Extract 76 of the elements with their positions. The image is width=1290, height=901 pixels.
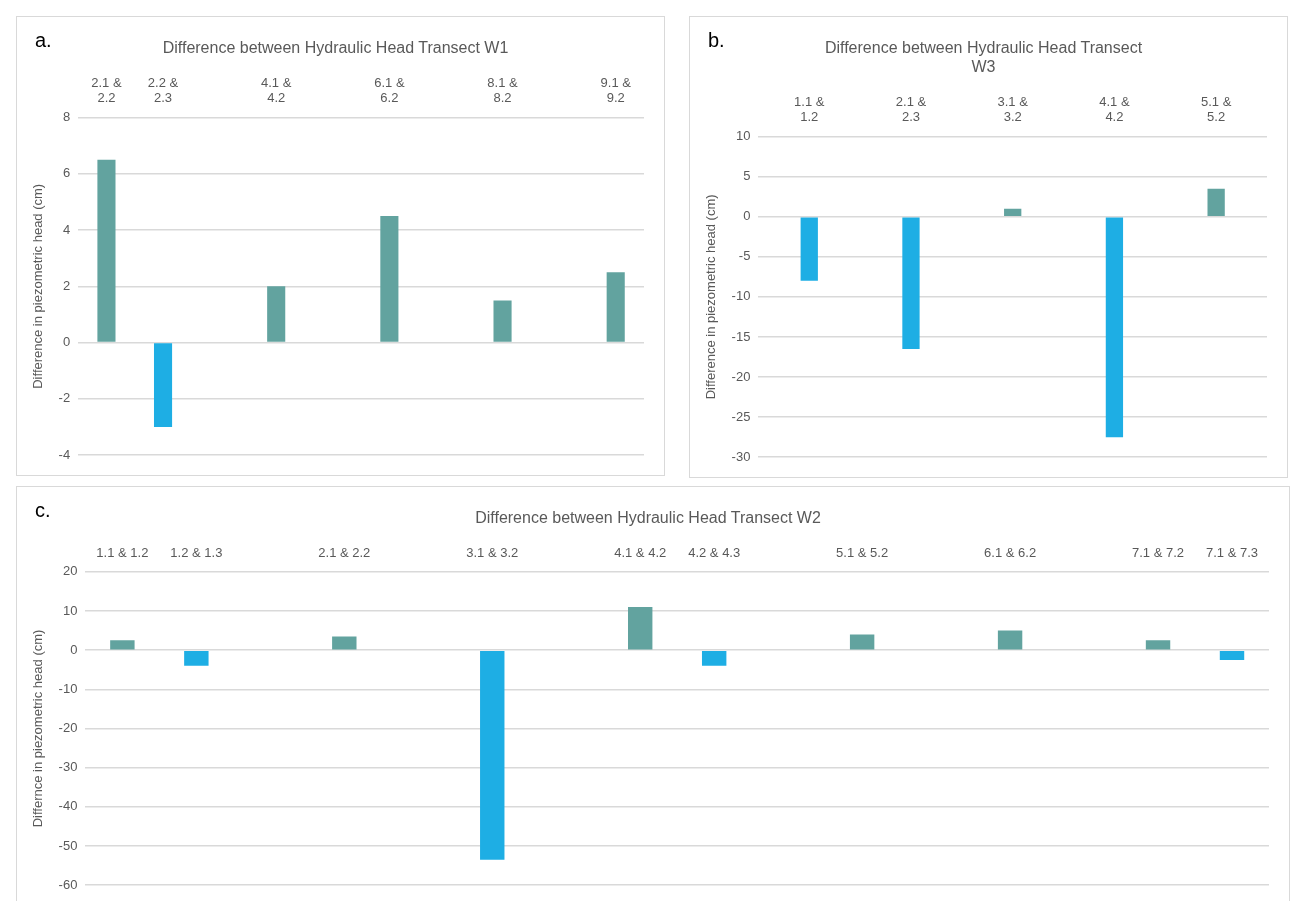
- bar: [1145, 640, 1171, 650]
- y-tick-label: -20: [58, 720, 78, 736]
- bar: [110, 640, 135, 650]
- text: b.: [708, 29, 725, 52]
- x-tick-label: 8.1 & 8.2: [487, 74, 519, 106]
- y-tick-label: 8: [62, 108, 71, 124]
- chart-title: Difference between Hydraulic Head Transect W3: [824, 39, 1143, 76]
- y-tick-label: 0: [70, 641, 78, 657]
- x-tick-label: 6.1 & 6.2: [374, 74, 405, 106]
- bar: [701, 650, 727, 666]
- x-tick-label: 4.2 & 4.3: [688, 544, 741, 560]
- y-tick-label: -15: [731, 328, 751, 344]
- y-tick-label: -20: [731, 368, 751, 384]
- bar: [997, 630, 1023, 650]
- bar: [332, 636, 357, 650]
- bar: [628, 607, 653, 650]
- y-tick-label: -10: [58, 680, 78, 696]
- chart-title: Difference between Hydraulic Head Transect W1: [162, 39, 509, 57]
- bar: [267, 286, 286, 342]
- y-axis-title: Difference in piezometric head (cm): [30, 183, 46, 389]
- x-tick-label: 1.1 & 1.2: [96, 544, 149, 560]
- y-tick-label: -40: [58, 798, 78, 814]
- x-tick-label: 9.1 & 9.2: [600, 74, 632, 106]
- bar: [493, 300, 512, 342]
- x-tick-label: 6.1 & 6.2: [984, 544, 1037, 560]
- bar: [380, 215, 399, 342]
- y-axis-title: Differnce in piezometric head (cm): [30, 629, 46, 828]
- x-tick-label: 4.1 & 4.2: [614, 544, 667, 560]
- y-tick-label: -30: [58, 759, 78, 775]
- x-tick-label: 5.1 & 5.2: [836, 544, 889, 560]
- bar: [1219, 650, 1245, 660]
- y-tick-label: -2: [58, 390, 71, 406]
- bar: [153, 343, 173, 428]
- bar: [480, 650, 505, 860]
- text: a.: [35, 29, 52, 52]
- y-tick-label: 6: [62, 165, 71, 181]
- bar: [849, 634, 875, 650]
- x-tick-label: 3.1 & 3.2: [466, 544, 519, 560]
- bar: [800, 217, 818, 281]
- y-tick-label: 0: [743, 208, 751, 224]
- y-tick-label: -50: [58, 837, 78, 853]
- x-tick-label: 1.2 & 1.3: [170, 544, 223, 560]
- bar: [97, 159, 116, 342]
- y-tick-label: 5: [743, 168, 751, 184]
- bar: [606, 272, 625, 342]
- text: c.: [35, 499, 51, 522]
- y-tick-label: 10: [62, 602, 78, 618]
- bar: [1105, 217, 1124, 438]
- y-tick-label: -5: [738, 248, 751, 264]
- bar: [1207, 188, 1225, 216]
- bar: [184, 650, 209, 666]
- y-tick-label: 2: [62, 277, 71, 293]
- x-tick-label: 7.1 & 7.3: [1205, 544, 1259, 560]
- y-tick-label: 0: [62, 334, 71, 350]
- bar: [902, 217, 920, 349]
- y-tick-label: -30: [731, 448, 751, 464]
- x-tick-label: 2.1 & 2.2: [91, 74, 122, 106]
- x-tick-label: 3.1 & 3.2: [997, 93, 1029, 125]
- y-tick-label: 10: [735, 128, 751, 144]
- x-tick-label: 5.1 & 5.2: [1200, 93, 1232, 125]
- y-tick-label: -4: [58, 446, 71, 462]
- y-axis-title: Difference in piezometric head (cm): [703, 194, 719, 400]
- x-tick-label: 4.1 & 4.2: [1099, 93, 1130, 125]
- x-tick-label: 1.1 & 1.2: [794, 93, 825, 125]
- x-tick-label: 4.1 & 4.2: [261, 74, 292, 106]
- chart-title: Difference between Hydraulic Head Transect W2: [475, 509, 821, 527]
- x-tick-label: 7.1 & 7.2: [1132, 544, 1185, 560]
- y-tick-label: 4: [62, 221, 71, 237]
- y-tick-label: -10: [731, 288, 751, 304]
- x-tick-label: 2.2 & 2.3: [147, 74, 179, 106]
- y-tick-label: -60: [58, 876, 78, 892]
- x-tick-label: 2.1 & 2.2: [318, 544, 371, 560]
- bar: [1004, 208, 1022, 216]
- x-tick-label: 2.1 & 2.3: [895, 93, 927, 125]
- y-tick-label: 20: [62, 563, 78, 579]
- y-tick-label: -25: [731, 408, 751, 424]
